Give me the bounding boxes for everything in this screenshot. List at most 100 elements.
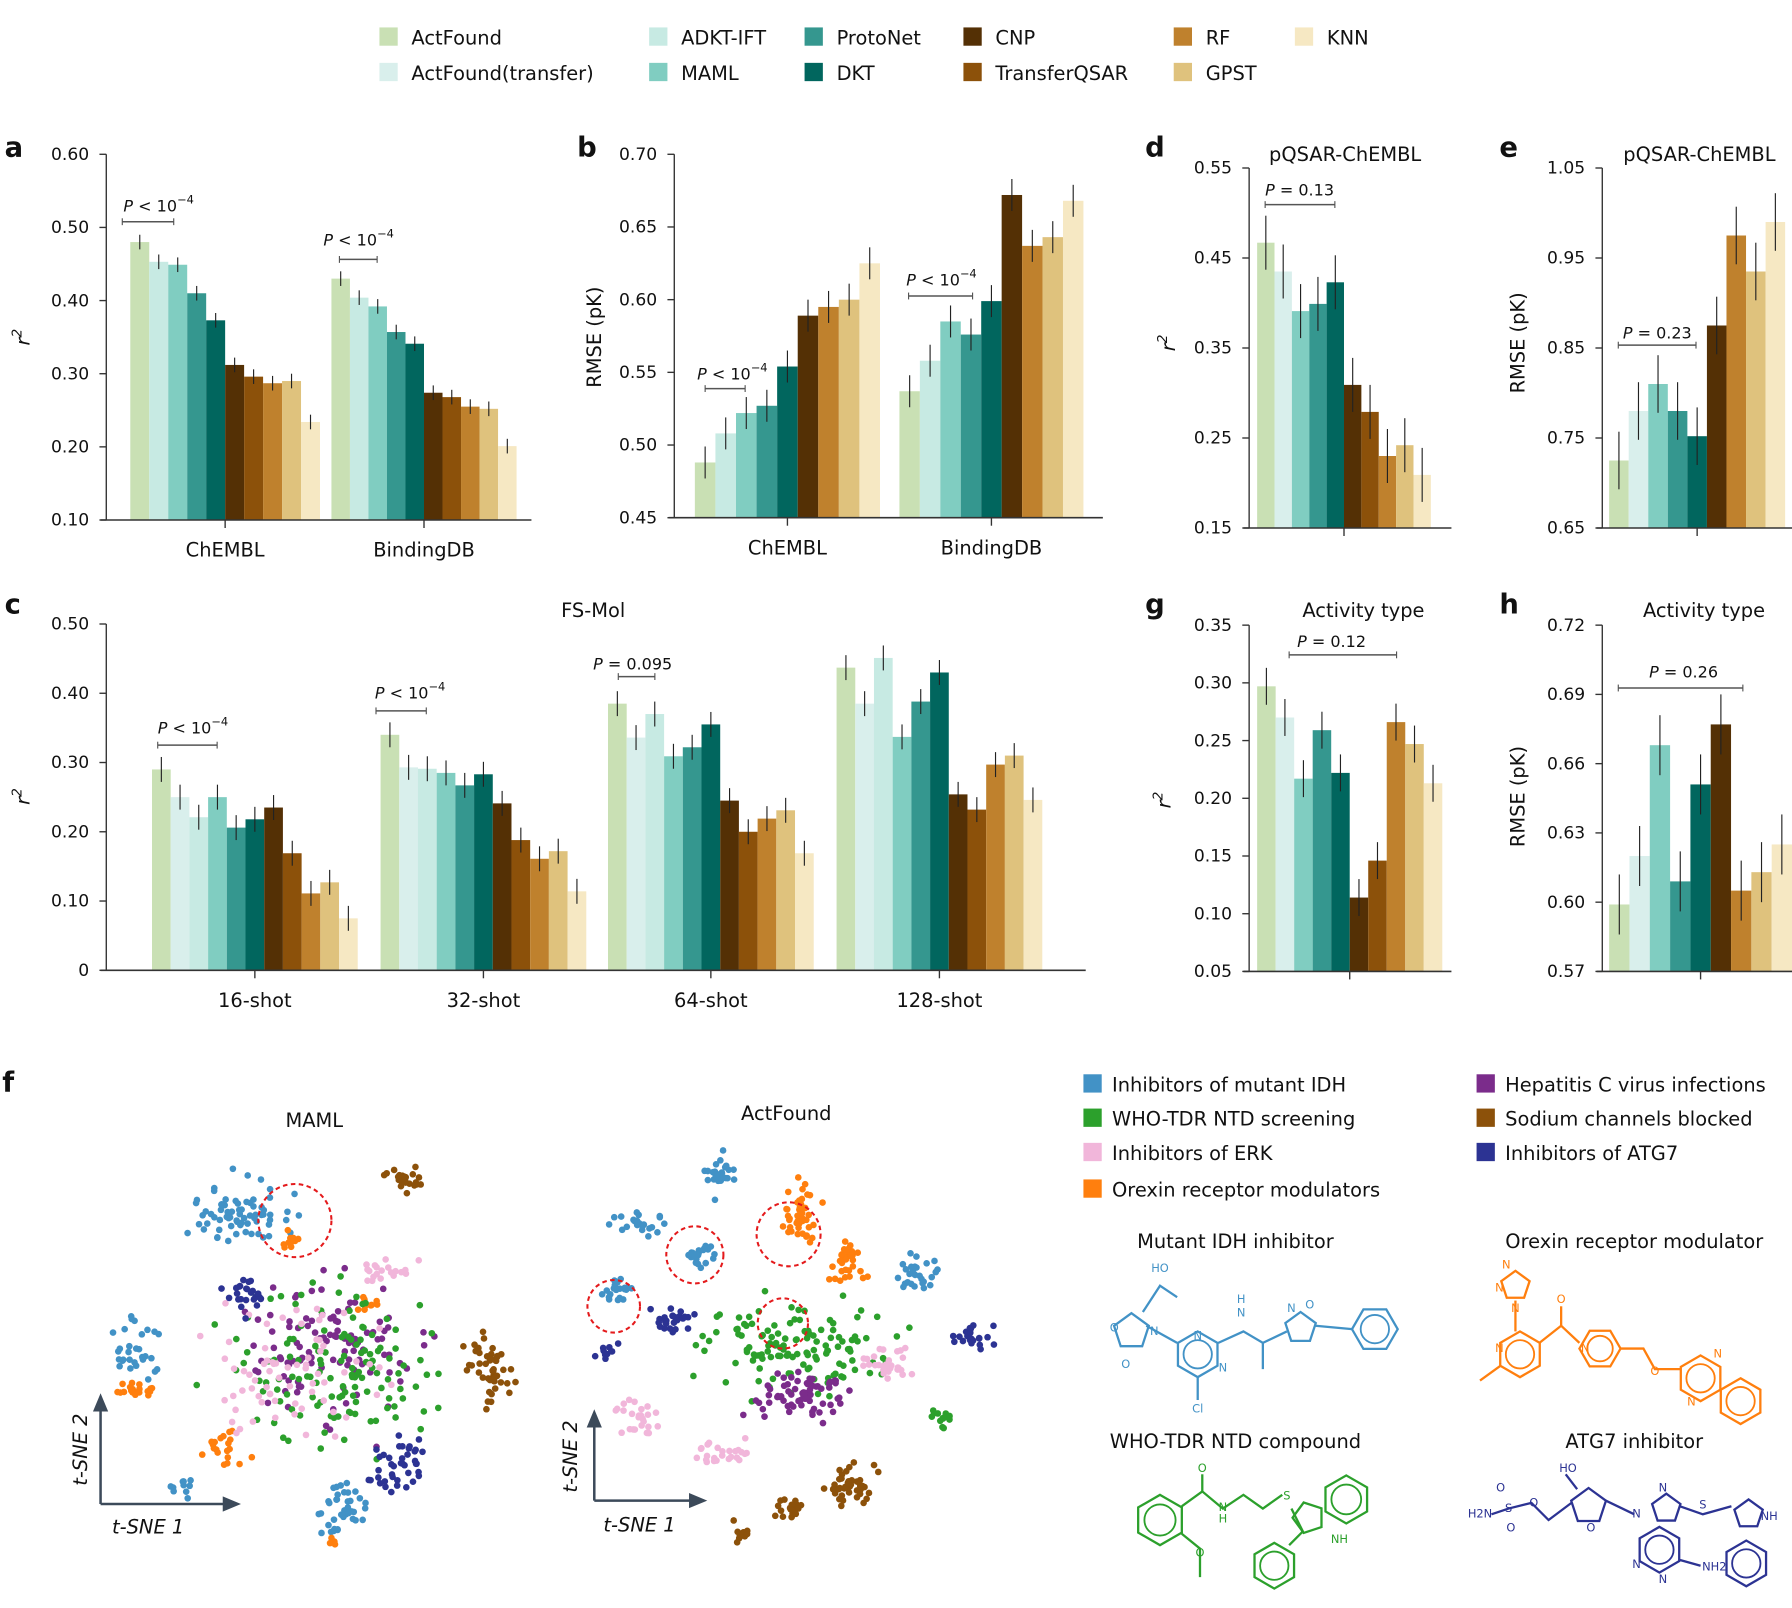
legend-swatch (649, 27, 668, 46)
legend-item: ActFound(transfer) (379, 62, 594, 85)
atom-label: H (1237, 1292, 1246, 1306)
scatter-point (385, 1395, 393, 1402)
scatter-point (870, 1461, 878, 1469)
scatter-point (417, 1425, 425, 1433)
scatter-point (334, 1307, 342, 1315)
bar (424, 392, 443, 520)
bar (777, 366, 798, 518)
scatter-point (202, 1208, 210, 1215)
aromatic-ring (1725, 1386, 1756, 1417)
legend-swatch (379, 27, 398, 46)
atom-label: N (1150, 1324, 1159, 1338)
scatter-point (266, 1216, 274, 1224)
scatter-point (282, 1216, 290, 1224)
scatter-point (215, 1226, 223, 1234)
scatter-point (320, 1342, 327, 1350)
scatter-point (724, 1174, 731, 1182)
scatter-point (637, 1412, 645, 1419)
scatter-point (121, 1325, 128, 1333)
scatter-point (394, 1476, 401, 1484)
legend-item: DKT (804, 62, 875, 85)
scatter-point (412, 1460, 420, 1468)
legend-label: DKT (837, 62, 875, 85)
legend-label: WHO-TDR NTD screening (1112, 1108, 1355, 1131)
chart-title: Activity type (1643, 599, 1765, 622)
bar (208, 797, 227, 971)
scatter-point (114, 1388, 121, 1396)
p-value-label: P = 0.12 (1297, 632, 1366, 651)
molecule-structure: WHO-TDR NTD compound O NH S NH O (1110, 1430, 1369, 1590)
scatter-point (694, 1260, 702, 1268)
scatter-point (343, 1479, 351, 1487)
bar (1667, 411, 1688, 528)
scatter-point (240, 1276, 247, 1284)
bar (1765, 222, 1786, 528)
scatter-point (812, 1383, 820, 1390)
scatter-point (489, 1344, 496, 1352)
scatter-point (138, 1331, 146, 1338)
scatter-point (325, 1499, 333, 1507)
scatter-point (475, 1369, 483, 1376)
scatter-point (211, 1321, 219, 1328)
p-value-label: P = 0.26 (1649, 663, 1718, 682)
scatter-point (315, 1510, 323, 1518)
scatter-point (793, 1336, 800, 1343)
scatter-point (242, 1296, 250, 1304)
x-tick-label: 64-shot (674, 989, 748, 1012)
scatter-point (827, 1401, 834, 1409)
bar (339, 918, 358, 971)
scatter-point (936, 1417, 944, 1425)
bar (1291, 311, 1310, 528)
bar (479, 408, 499, 520)
bar (168, 264, 188, 520)
scatter-point (376, 1364, 383, 1371)
atom-label: NH (1331, 1532, 1348, 1546)
scatter-point (966, 1329, 974, 1337)
scatter-point (850, 1459, 858, 1466)
scatter-point (654, 1229, 661, 1236)
bar (1294, 778, 1313, 972)
bar (1670, 881, 1691, 972)
scatter-point (366, 1360, 374, 1368)
bar (1386, 722, 1406, 972)
legend-label: GPST (1206, 62, 1257, 85)
scatter-point (230, 1365, 238, 1372)
scatter-point (342, 1400, 350, 1407)
scatter-point (384, 1404, 391, 1412)
scatter-point (654, 1423, 662, 1430)
scatter-point (795, 1197, 803, 1204)
scatter-point (220, 1461, 228, 1469)
scatter-point (232, 1284, 240, 1292)
scatter-point (378, 1267, 385, 1274)
bar-charts: ChEMBL BindingDB 0.10 0.20 0.30 0.40 0.50 0.60 r… (10, 143, 1792, 1012)
scatter-point (144, 1326, 151, 1334)
chart-panel-a: ChEMBL BindingDB 0.10 0.20 0.30 0.40 0.50 0.60 r… (10, 145, 532, 562)
legend-item: ActFound (379, 27, 502, 50)
scatter-point (755, 1377, 763, 1385)
scatter-point (743, 1322, 750, 1330)
scatter-point (631, 1426, 639, 1433)
bar (1771, 844, 1792, 972)
atom-label: N (1632, 1507, 1641, 1521)
scatter-point (128, 1315, 136, 1323)
bond (1679, 1558, 1701, 1567)
legend-item: ADKT-IFT (649, 27, 766, 50)
atom-label: N (1237, 1306, 1246, 1320)
scatter-point (830, 1372, 838, 1379)
scatter-point (266, 1211, 274, 1219)
scatter-point (745, 1313, 753, 1321)
scatter-point (398, 1179, 406, 1187)
scatter-point (488, 1356, 495, 1363)
x-tick-label: 16-shot (218, 989, 292, 1012)
scatter-point (756, 1365, 764, 1372)
scatter-point (860, 1362, 867, 1370)
p-value-label: P < 10−4 (375, 679, 445, 702)
scatter-point (254, 1316, 262, 1323)
scatter-point (295, 1375, 303, 1383)
legend-swatch (963, 27, 982, 46)
y-tick-label: 0.15 (1194, 519, 1232, 539)
scatter-point (328, 1393, 336, 1400)
scatter-point (207, 1210, 215, 1218)
scatter-point (810, 1346, 818, 1354)
atom-label: N (1193, 1328, 1202, 1342)
